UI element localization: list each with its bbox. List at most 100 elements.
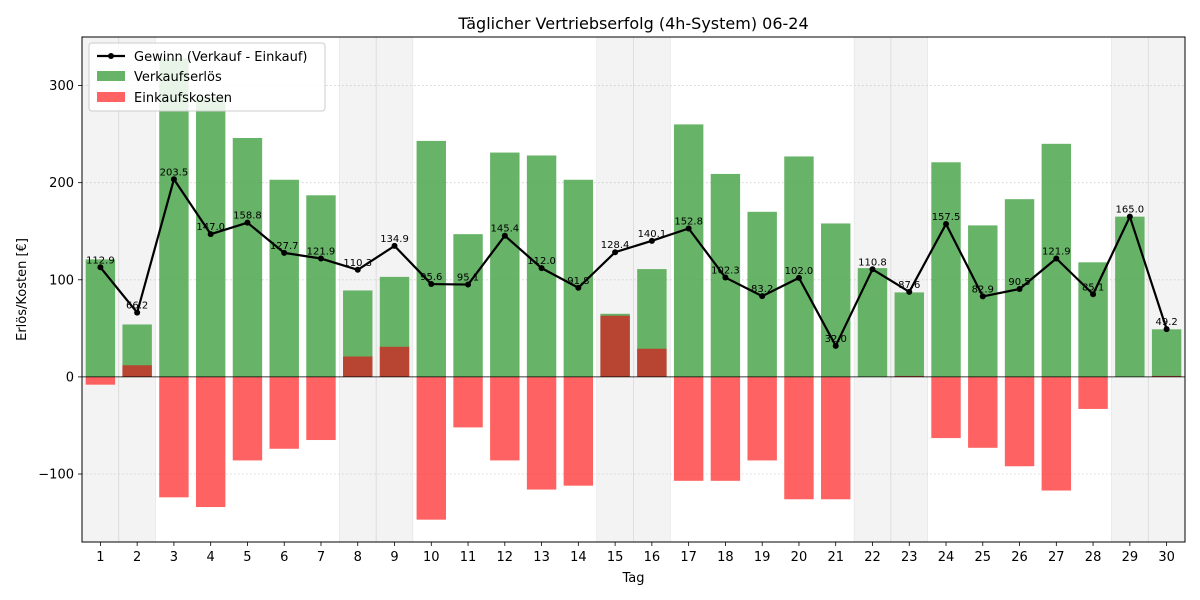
- profit-point-26: [1016, 286, 1023, 293]
- einkauf-bar-30: [1151, 375, 1182, 377]
- legend-profit-label: Gewinn (Verkauf - Einkauf): [134, 50, 307, 65]
- verkauf-bar-11: [453, 234, 483, 377]
- profit-point-2: [134, 309, 141, 316]
- profit-label-19: 83.2: [751, 284, 773, 295]
- x-tick-label-8: 8: [354, 550, 362, 565]
- einkauf-bar-7: [306, 376, 336, 441]
- profit-point-22: [869, 266, 876, 273]
- x-tick-label-23: 23: [901, 550, 918, 565]
- profit-point-30: [1163, 326, 1170, 333]
- x-tick-label-29: 29: [1122, 550, 1139, 565]
- legend-box: [88, 42, 326, 112]
- verkauf-bar-20: [784, 156, 814, 377]
- profit-point-18: [722, 274, 729, 281]
- profit-series: [97, 176, 1170, 349]
- profit-label-13: 112.0: [527, 256, 556, 267]
- einkauf-bar-4: [195, 376, 226, 508]
- profit-point-6: [281, 249, 288, 256]
- einkauf-bar-27: [1041, 376, 1072, 491]
- profit-point-14: [575, 284, 582, 291]
- x-tick-label-18: 18: [717, 550, 734, 565]
- profit-label-8: 110.3: [343, 258, 372, 269]
- einkauf-bar-17: [673, 376, 704, 481]
- profit-label-9: 134.9: [380, 234, 409, 245]
- y-axis: −100 0 100 200 300: [38, 79, 82, 483]
- x-tick-label-11: 11: [460, 550, 477, 565]
- profit-label-28: 85.1: [1082, 282, 1104, 293]
- legend-einkauf-label: Einkaufskosten: [134, 91, 232, 106]
- verkauf-bar-30: [1151, 329, 1182, 377]
- y-axis-label: Erlös/Kosten [€]: [15, 238, 30, 341]
- profit-point-29: [1126, 213, 1133, 220]
- verkauf-bar-1: [85, 259, 116, 377]
- verkauf-bar-7: [306, 195, 336, 377]
- profit-point-17: [685, 225, 692, 232]
- x-tick-label-28: 28: [1085, 550, 1102, 565]
- profit-label-2: 66.2: [126, 301, 148, 312]
- profit-label-29: 165.0: [1116, 205, 1145, 216]
- profit-label-7: 121.9: [307, 247, 336, 258]
- x-tick-label-4: 4: [207, 550, 215, 565]
- x-tick-label-22: 22: [864, 550, 881, 565]
- verkauf-bar-5: [232, 138, 263, 377]
- profit-label-17: 152.8: [674, 217, 703, 228]
- profit-label-1: 112.9: [86, 255, 115, 266]
- profit-point-7: [317, 255, 324, 262]
- profit-point-19: [759, 293, 766, 300]
- x-tick-label-20: 20: [791, 550, 808, 565]
- profit-label-26: 90.5: [1008, 277, 1030, 288]
- einkauf-bar-16: [637, 348, 667, 377]
- profit-label-30: 49.2: [1155, 317, 1177, 328]
- profit-point-5: [244, 219, 251, 226]
- einkauf-bar-25: [968, 376, 998, 448]
- profit-point-27: [1053, 255, 1060, 262]
- x-tick-label-24: 24: [938, 550, 955, 565]
- weekend-band-8: [339, 36, 377, 543]
- profit-label-12: 145.4: [490, 224, 519, 235]
- x-tick-label-14: 14: [570, 550, 587, 565]
- y-tick-label-200: 200: [49, 176, 74, 191]
- profit-point-16: [648, 237, 655, 244]
- x-tick-label-25: 25: [975, 550, 992, 565]
- x-tick-label-2: 2: [133, 550, 141, 565]
- x-tick-label-30: 30: [1158, 550, 1175, 565]
- profit-label-14: 91.8: [567, 276, 589, 287]
- plot-frame: [81, 36, 1186, 543]
- einkauf-bar-19: [747, 376, 777, 461]
- einkauf-bar-13: [526, 376, 557, 490]
- verkauf-bar-28: [1078, 262, 1108, 377]
- x-tick-label-19: 19: [754, 550, 771, 565]
- x-tick-label-1: 1: [96, 550, 104, 565]
- x-tick-label-9: 9: [390, 550, 398, 565]
- x-axis-label: Tag: [621, 571, 644, 586]
- legend: Gewinn (Verkauf - Einkauf) Verkaufserlös…: [88, 42, 326, 112]
- profit-point-23: [906, 288, 913, 295]
- profit-label-22: 110.8: [858, 257, 887, 268]
- einkauf-bar-21: [821, 376, 851, 500]
- profit-point-8: [354, 266, 361, 273]
- profit-label-5: 158.8: [233, 211, 262, 222]
- einkauf-bar-15: [600, 315, 630, 377]
- x-tick-label-3: 3: [170, 550, 178, 565]
- x-tick-label-10: 10: [423, 550, 440, 565]
- profit-label-18: 102.3: [711, 266, 740, 277]
- profit-point-9: [391, 242, 398, 249]
- x-tick-label-13: 13: [533, 550, 550, 565]
- profit-label-24: 157.5: [932, 212, 961, 223]
- einkauf-bar-14: [563, 376, 594, 486]
- profit-label-10: 95.6: [420, 272, 442, 283]
- weekend-band-2: [118, 36, 156, 543]
- legend-profit-marker: [108, 53, 114, 59]
- y-tick-label-300: 300: [49, 79, 74, 94]
- einkauf-bar-18: [710, 376, 741, 481]
- profit-point-28: [1090, 291, 1097, 298]
- x-tick-label-26: 26: [1011, 550, 1028, 565]
- profit-line: [99, 178, 1168, 347]
- legend-einkauf-swatch: [97, 92, 125, 102]
- legend-verkauf-swatch: [97, 71, 125, 81]
- profit-point-12: [501, 232, 508, 239]
- verkauf-bar-17: [673, 124, 704, 377]
- einkauf-bar-28: [1078, 376, 1108, 409]
- profit-label-15: 128.4: [601, 240, 630, 251]
- data-labels: 112.9 66.2 203.5 147.0 158.8 127.7 121.9 110.3 1…: [86, 167, 1178, 345]
